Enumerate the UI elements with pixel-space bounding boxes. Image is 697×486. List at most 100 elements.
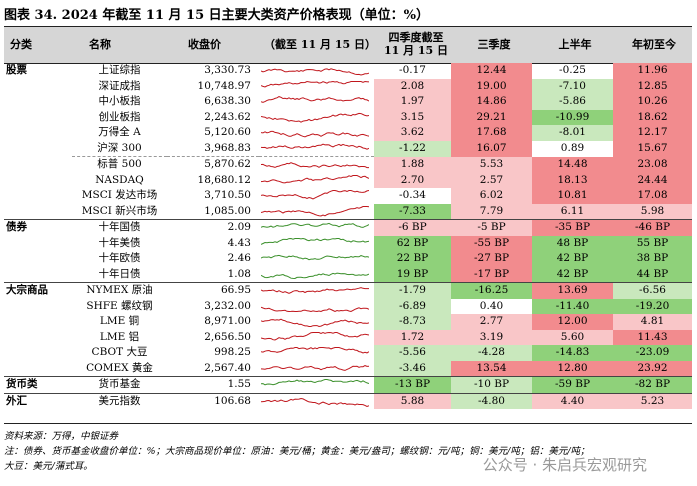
close-price: 8,971.00 (204, 315, 251, 328)
category-cell (4, 267, 72, 283)
value-q4: -1.79 (374, 282, 451, 299)
table-row: 外汇 美元指数 106.68 5.88 -4.80 4.40 5.23 (4, 392, 692, 409)
close-price: 2,567.40 (204, 361, 251, 374)
table-row: SHFE 螺纹钢 3,232.00 -6.89 0.40 -11.40 -19.20 (4, 298, 692, 315)
value-q3: 16.07 (451, 140, 532, 157)
close-price: 18,680.12 (197, 173, 251, 186)
value-h1: 18.13 (532, 172, 613, 188)
trend-sparkline (259, 219, 374, 236)
header-q3: 三季度 (477, 38, 511, 51)
category-cell (4, 299, 72, 315)
table-row: 债券 十年国债 2.09 -6 BP -5 BP -35 BP -46 BP (4, 219, 692, 236)
value-q4: -0.34 (399, 189, 426, 202)
close-price: 3,710.50 (204, 189, 251, 202)
trend-sparkline (259, 94, 374, 110)
value-q3: 7.79 (451, 203, 532, 220)
value-q4: 22 BP (374, 251, 451, 267)
value-ytd: 18.62 (613, 109, 692, 125)
close-price: 3,232.00 (204, 299, 251, 312)
value-h1: -14.83 (532, 345, 613, 361)
value-ytd: 11.43 (613, 329, 692, 345)
trend-sparkline (259, 156, 374, 173)
asset-name: SHFE 螺纹钢 (86, 299, 153, 312)
value-ytd: 24.44 (613, 172, 692, 188)
trend-sparkline (259, 267, 374, 283)
value-h1: -8.01 (532, 125, 613, 141)
value-q3: 12.44 (451, 63, 532, 79)
category-cell: 大宗商品 (4, 282, 72, 299)
value-q4: 3.62 (374, 125, 451, 141)
value-h1: 42 BP (532, 266, 613, 283)
value-q3: 13.54 (451, 360, 532, 377)
trend-sparkline (259, 188, 374, 204)
asset-name: 十年欧债 (98, 252, 141, 265)
unit-note-continued: 大豆：美元/蒲式耳。 (4, 461, 93, 472)
value-q3: -27 BP (451, 251, 532, 267)
close-price: 3,330.73 (204, 64, 251, 77)
value-q3: -5 BP (451, 219, 532, 236)
figure-title: 图表 34. 2024 年截至 11 月 15 日主要大类资产价格表现（单位：%… (4, 8, 430, 23)
close-price: 1.08 (227, 267, 251, 280)
asset-name: 十年日债 (98, 267, 141, 280)
value-h1: -0.25 (559, 64, 586, 77)
value-q4: -6 BP (374, 219, 451, 236)
value-ytd: 12.85 (613, 78, 692, 94)
close-price: 106.68 (167, 392, 259, 409)
value-q3: 2.57 (451, 172, 532, 188)
category-cell (4, 251, 72, 267)
value-h1: 10.81 (532, 188, 613, 204)
asset-performance-table: 股票 上证综指 3,330.73 -0.17 12.44 -0.25 11.96 深证成指 10… (4, 63, 692, 409)
close-price: 2.46 (227, 252, 251, 265)
asset-name: 十年美债 (98, 236, 141, 249)
close-price: 6,638.30 (204, 95, 251, 108)
value-q4: 1.72 (374, 329, 451, 345)
value-q4: 62 BP (374, 235, 451, 251)
value-q3: 6.02 (451, 188, 532, 204)
trend-sparkline (259, 314, 374, 330)
category-cell: 股票 (6, 64, 27, 76)
value-ytd: -19.20 (613, 298, 692, 314)
value-q4: -3.46 (374, 360, 451, 377)
close-price: 3,968.83 (204, 141, 251, 154)
category-cell (4, 204, 72, 220)
trend-sparkline (259, 63, 374, 79)
value-ytd: 23.08 (613, 156, 692, 173)
close-price: 1,085.00 (204, 204, 251, 217)
table-bottom-rule (4, 423, 692, 424)
table-row: MSCI 新兴市场 1,085.00 -7.33 7.79 6.11 5.98 (4, 203, 692, 220)
trend-sparkline (259, 251, 374, 267)
header-trend: （截至 11 月 15 日） (264, 38, 376, 51)
value-h1: -5.86 (532, 94, 613, 110)
value-q3: 19.00 (451, 78, 532, 94)
value-q4: -8.73 (374, 314, 451, 330)
value-h1: 13.69 (532, 282, 613, 299)
close-price: 10,748.97 (197, 79, 251, 92)
asset-name: 深证成指 (98, 79, 141, 92)
value-q4: 2.70 (374, 172, 451, 188)
trend-sparkline (259, 204, 374, 220)
value-q4: -6.89 (374, 298, 451, 314)
header-h1: 上半年 (558, 38, 592, 51)
table-row: COMEX 黄金 2,567.40 -3.46 13.54 12.80 23.92 (4, 360, 692, 377)
value-ytd: 5.23 (613, 392, 692, 409)
table-row: MSCI 发达市场 3,710.50 -0.34 6.02 10.81 17.08 (4, 188, 692, 204)
value-q4: -1.22 (374, 140, 451, 157)
value-q3: 0.40 (479, 299, 504, 312)
table-row: 货币类 货币基金 1.55 -13 BP -10 BP -59 BP -82 BP (4, 376, 692, 393)
value-h1: 4.40 (532, 392, 613, 409)
value-ytd: -23.09 (613, 345, 692, 361)
table-row: 万得全 A 5,120.60 3.62 17.68 -8.01 12.17 (4, 125, 692, 141)
asset-name: 货币基金 (72, 376, 167, 393)
category-cell (4, 345, 72, 361)
close-price: 2,656.50 (204, 330, 251, 343)
value-h1: -7.10 (532, 78, 613, 94)
asset-name: 创业板指 (98, 110, 141, 123)
trend-sparkline (259, 141, 374, 157)
value-h1: -35 BP (532, 219, 613, 236)
value-h1: -10.99 (532, 109, 613, 125)
value-ytd: 5.98 (613, 203, 692, 220)
asset-name: 万得全 A (98, 126, 141, 139)
value-ytd: 23.92 (613, 360, 692, 377)
watermark: 公众号 · 朱启兵宏观研究 (482, 456, 647, 474)
value-q4: -5.56 (374, 345, 451, 361)
